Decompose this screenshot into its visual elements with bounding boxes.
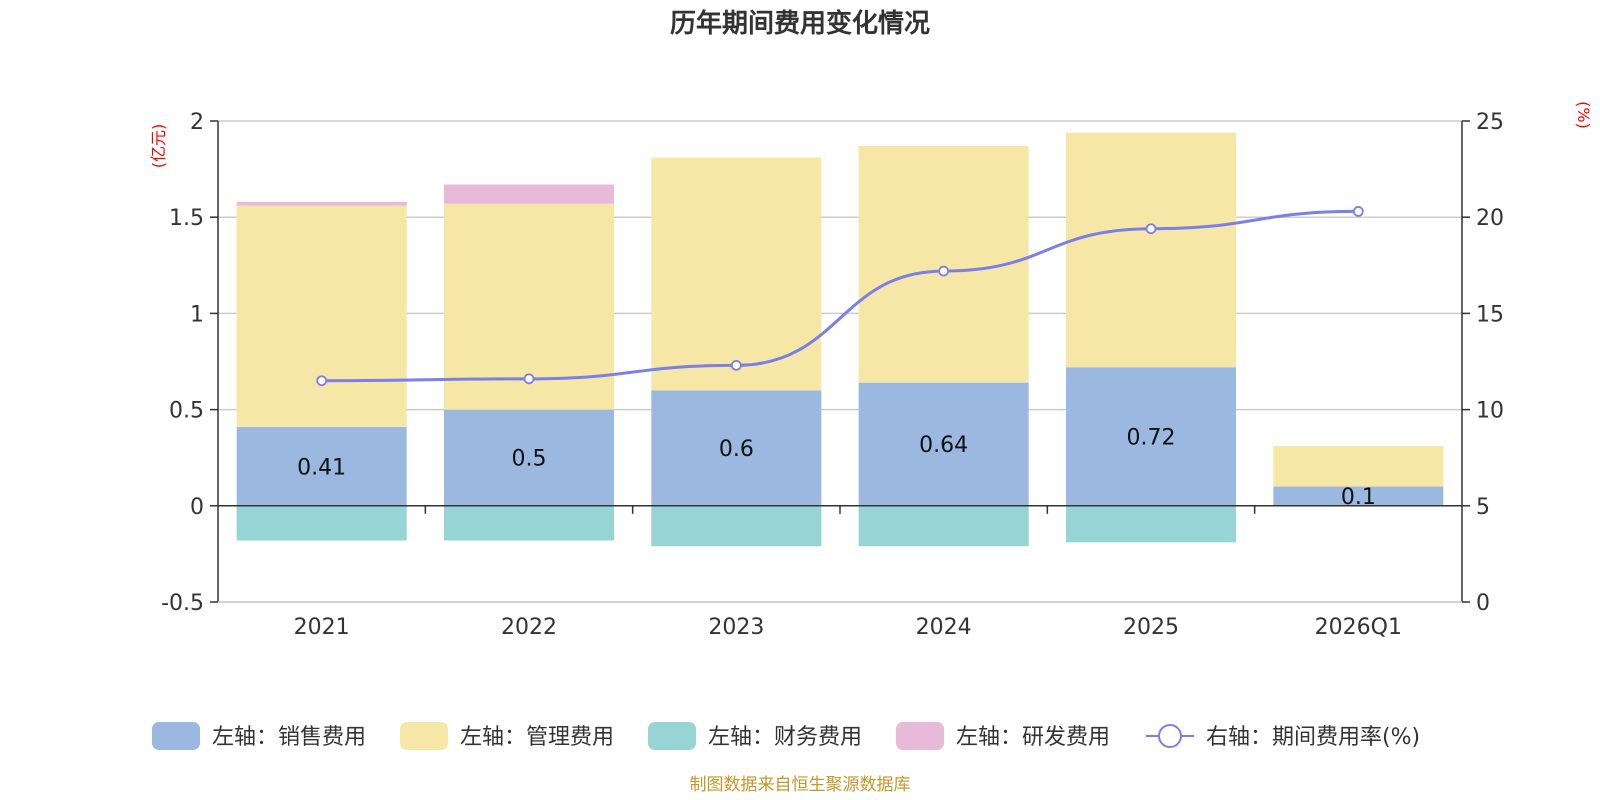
- legend-marker-swatch: [1158, 724, 1182, 748]
- bar-segment: [1066, 132, 1236, 368]
- bar-segment: [1066, 367, 1236, 506]
- right-tick-label: 15: [1476, 302, 1504, 327]
- bar-layer: [236, 132, 1444, 547]
- bar-segment: [236, 426, 407, 506]
- right-tick-label: 20: [1476, 206, 1504, 231]
- legend: 左轴：销售费用 左轴：管理费用 左轴：财务费用 左轴：研发费用 右轴：期间费用率(%): [152, 722, 1420, 750]
- left-tick-label: 0.5: [169, 399, 204, 424]
- right-tick-label: 5: [1476, 495, 1490, 520]
- legend-swatch: [152, 722, 200, 750]
- bar-segment: [1066, 505, 1236, 543]
- expense-rate-point: [938, 265, 950, 277]
- left-tick-label: 2: [190, 110, 204, 135]
- bar-data-label: 0.1: [1341, 485, 1376, 510]
- expense-rate-line: [321, 209, 1359, 383]
- legend-label: 左轴：管理费用: [460, 725, 614, 750]
- category-label: 2023: [708, 615, 764, 640]
- bar-segment: [444, 505, 614, 541]
- right-tick-label: 10: [1476, 399, 1504, 424]
- chart-title: 历年期间费用变化情况: [670, 8, 930, 39]
- category-label: 2026Q1: [1315, 615, 1402, 640]
- expense-rate-point: [316, 375, 328, 387]
- bar-data-label: 0.64: [919, 433, 968, 458]
- bar-segment: [651, 157, 822, 391]
- category-label: 2021: [294, 615, 350, 640]
- bar-segment: [651, 390, 822, 506]
- legend-label: 左轴：销售费用: [212, 725, 366, 750]
- source-note: 制图数据来自恒生聚源数据库: [690, 775, 911, 795]
- legend-swatch: [648, 722, 696, 750]
- bar-segment: [236, 205, 407, 427]
- bar-segment: [444, 409, 614, 506]
- legend-label: 左轴：财务费用: [708, 725, 862, 750]
- bar-segment: [236, 201, 407, 206]
- category-label: 2024: [916, 615, 972, 640]
- legend-label: 左轴：研发费用: [956, 725, 1110, 750]
- expense-rate-point: [1352, 206, 1364, 217]
- bar-segment: [858, 505, 1029, 547]
- left-tick-label: 1.5: [169, 206, 204, 231]
- expense-rate-point: [523, 373, 535, 385]
- bar-segment: [858, 382, 1029, 506]
- bar-segment: [444, 184, 614, 204]
- bar-segment: [651, 505, 822, 547]
- right-axis-unit: (%): [1574, 101, 1593, 129]
- expense-rate-point: [1145, 223, 1157, 235]
- category-label: 2022: [501, 615, 557, 640]
- line-layer: [316, 206, 1364, 387]
- right-tick-label: 0: [1476, 591, 1490, 616]
- left-tick-label: 0: [190, 495, 204, 520]
- bar-data-label: 0.5: [512, 447, 547, 472]
- left-tick-label: 1: [190, 302, 204, 327]
- legend-swatch: [896, 722, 944, 750]
- bar-segment: [1273, 486, 1444, 506]
- legend-swatch: [400, 722, 448, 750]
- bar-data-label: 0.41: [297, 455, 346, 480]
- bar-data-label: 0.6: [719, 437, 754, 462]
- bar-segment: [236, 505, 407, 541]
- bar-data-label: 0.72: [1127, 426, 1176, 451]
- bar-segment: [1273, 446, 1444, 487]
- expense-rate-point: [730, 359, 742, 371]
- right-tick-label: 25: [1476, 110, 1504, 135]
- left-tick-label: -0.5: [161, 591, 204, 616]
- category-label: 2025: [1123, 615, 1179, 640]
- legend-label: 右轴：期间费用率(%): [1206, 725, 1420, 750]
- data-label-layer: 0.41 0.5 0.6 0.64 0.72 0.1: [297, 426, 1376, 511]
- left-axis-unit: (亿元): [149, 124, 168, 169]
